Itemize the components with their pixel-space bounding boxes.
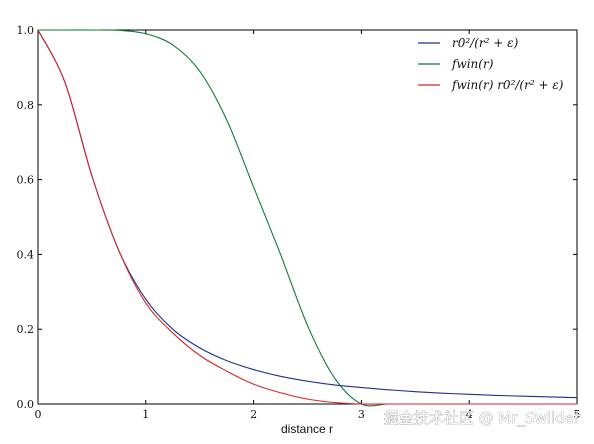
axes [37, 29, 578, 405]
x-tick-label: 2 [250, 408, 257, 421]
y-tick-label: 1.0 [17, 24, 35, 37]
x-tick-label: 1 [142, 408, 149, 421]
legend-label: fwin(r) r0²/(r² + ε) [451, 78, 564, 92]
y-tick-label: 0.4 [17, 248, 35, 261]
ticks: 0 1 2 3 4 5 0.0 0.2 0.4 0.6 0.8 1.0 [17, 24, 581, 421]
x-tick-label: 3 [358, 408, 365, 421]
y-tick-label: 0.0 [17, 398, 35, 411]
plot-frame [37, 29, 578, 405]
x-tick-label: 0 [35, 408, 42, 421]
legend-label: r0²/(r² + ε) [452, 36, 519, 50]
y-tick-label: 0.8 [17, 99, 35, 112]
x-tick-label: 5 [574, 408, 581, 421]
series-lines [37, 29, 578, 407]
y-tick-label: 0.6 [17, 174, 35, 187]
x-tick-label: 4 [466, 408, 473, 421]
series-line-3 [37, 29, 577, 405]
legend: r0²/(r² + ε) fwin(r) fwin(r) r0²/(r² + ε) [418, 36, 564, 92]
x-axis-label: distance r [281, 422, 333, 436]
y-tick-label: 0.2 [17, 323, 35, 336]
watermark: 掘金技术社区 @ Mr_Swilder [384, 409, 581, 428]
legend-label: fwin(r) [451, 57, 494, 71]
